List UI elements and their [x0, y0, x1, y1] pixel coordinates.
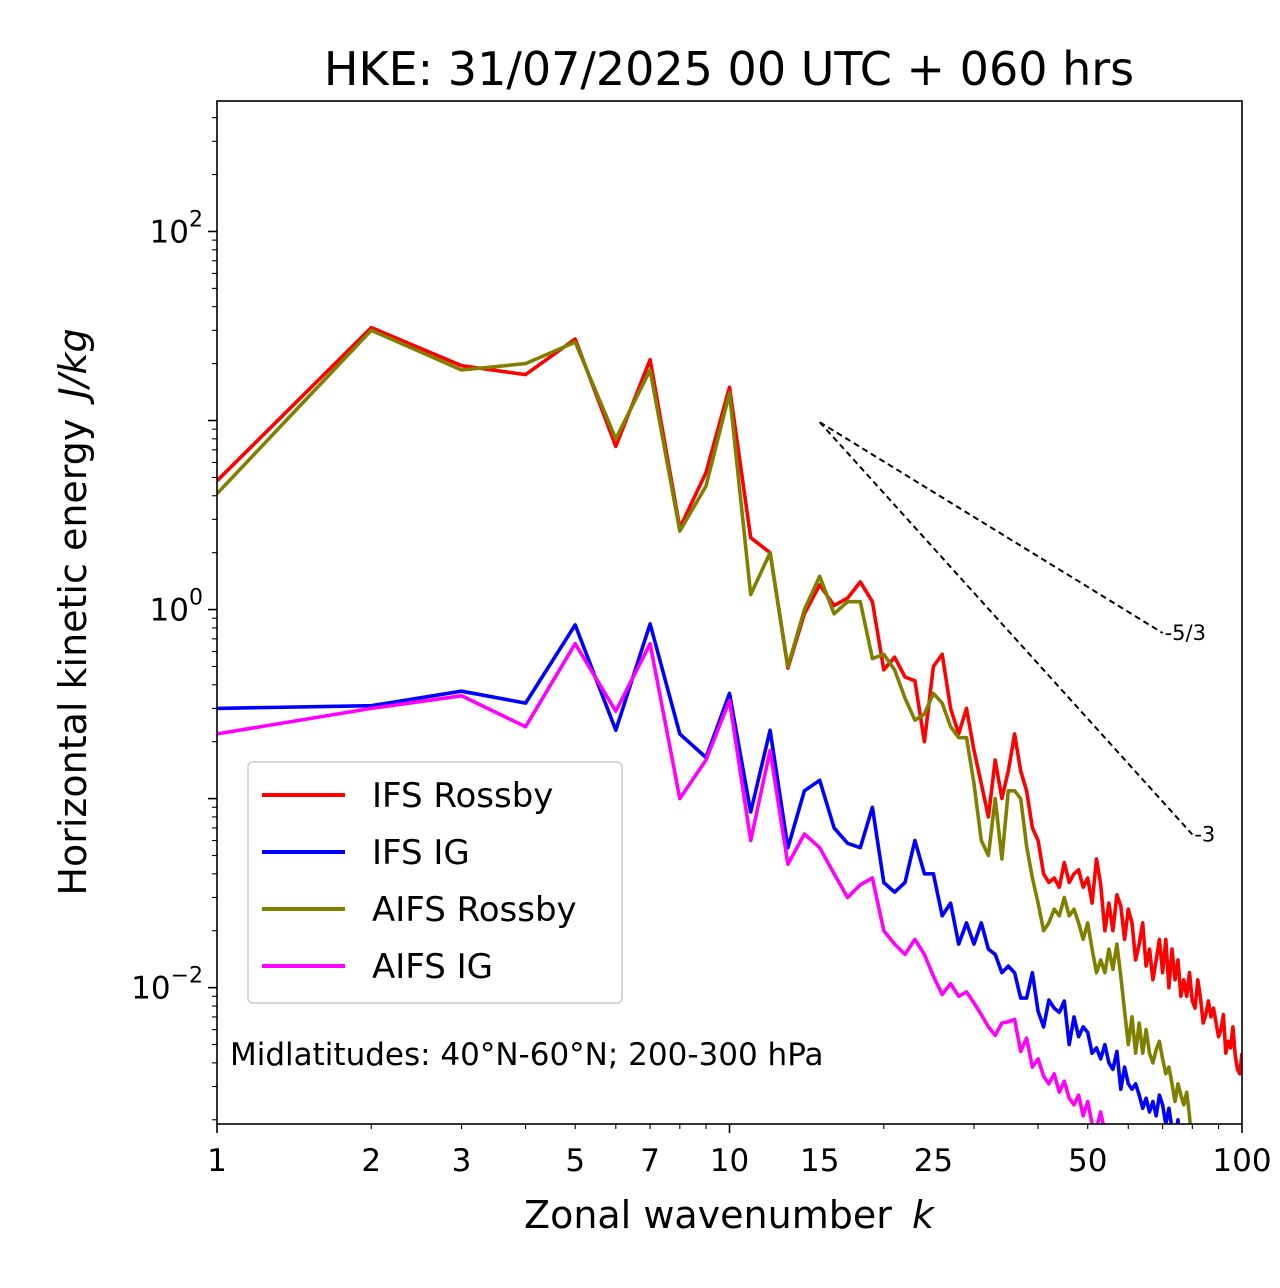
x-tick-label: 15	[800, 1143, 839, 1179]
reference-slopes	[819, 421, 1194, 836]
x-tick-label: 2	[361, 1143, 381, 1179]
y-tick-exponent: 2	[189, 207, 203, 232]
series-line-ifs-rossby	[217, 325, 1242, 1076]
y-tick-label: 102	[150, 207, 203, 250]
x-tick-label: 7	[640, 1143, 660, 1179]
y-tick-exponent: 0	[189, 586, 203, 611]
chart-title: HKE: 31/07/2025 00 UTC + 060 hrs	[324, 42, 1134, 96]
legend: IFS Rossby IFS IG AIFS Rossby AIFS IG	[247, 761, 623, 1004]
x-axis-label: Zonal wavenumber k	[524, 1193, 936, 1237]
legend-label-ifs-rossby: IFS Rossby	[372, 776, 553, 816]
x-tick-label: 100	[1212, 1143, 1271, 1179]
y-axis-unit: J/kg	[51, 328, 95, 405]
series-line-aifs-rossby	[217, 328, 1192, 1124]
series-line-aifs-ig	[217, 641, 1105, 1124]
reference-slope-label: -5/3	[1165, 621, 1206, 645]
reference-slope-line	[819, 421, 1194, 836]
x-tick-label: 3	[452, 1143, 472, 1179]
region-annotation: Midlatitudes: 40°N-60°N; 200-300 hPa	[230, 1037, 824, 1073]
x-tick-label: 1	[207, 1143, 227, 1179]
y-tick-base: 10	[150, 214, 189, 250]
x-tick-labels: 1 2 3 5 7 10 15 25 50 100	[207, 1143, 1271, 1179]
legend-label-aifs-rossby: AIFS Rossby	[372, 890, 577, 930]
reference-slope-label: -3	[1194, 822, 1215, 846]
y-tick-label: 10−2	[131, 964, 203, 1007]
axis-ticks	[208, 117, 1243, 1133]
legend-box	[247, 761, 623, 1004]
y-tick-label: 100	[150, 586, 203, 629]
reference-slope-line	[819, 421, 1164, 634]
x-tick-label: 50	[1068, 1143, 1107, 1179]
x-axis-variable: k	[912, 1193, 936, 1237]
y-tick-base: 10	[150, 593, 189, 629]
x-tick-label: 5	[565, 1143, 585, 1179]
reference-slope-labels: -5/3 -3	[1165, 621, 1216, 847]
y-tick-base: 10	[131, 971, 170, 1007]
x-tick-label: 25	[914, 1143, 953, 1179]
series-layer	[217, 325, 1242, 1124]
y-axis-label: Horizontal kinetic energy J/kg	[51, 328, 95, 895]
y-tick-exponent: −2	[171, 964, 203, 989]
x-tick-label: 10	[710, 1143, 749, 1179]
series-line-ifs-ig	[217, 622, 1181, 1124]
legend-label-ifs-ig: IFS IG	[372, 833, 470, 873]
legend-label-aifs-ig: AIFS IG	[372, 947, 493, 987]
plot-frame	[216, 100, 1243, 1125]
